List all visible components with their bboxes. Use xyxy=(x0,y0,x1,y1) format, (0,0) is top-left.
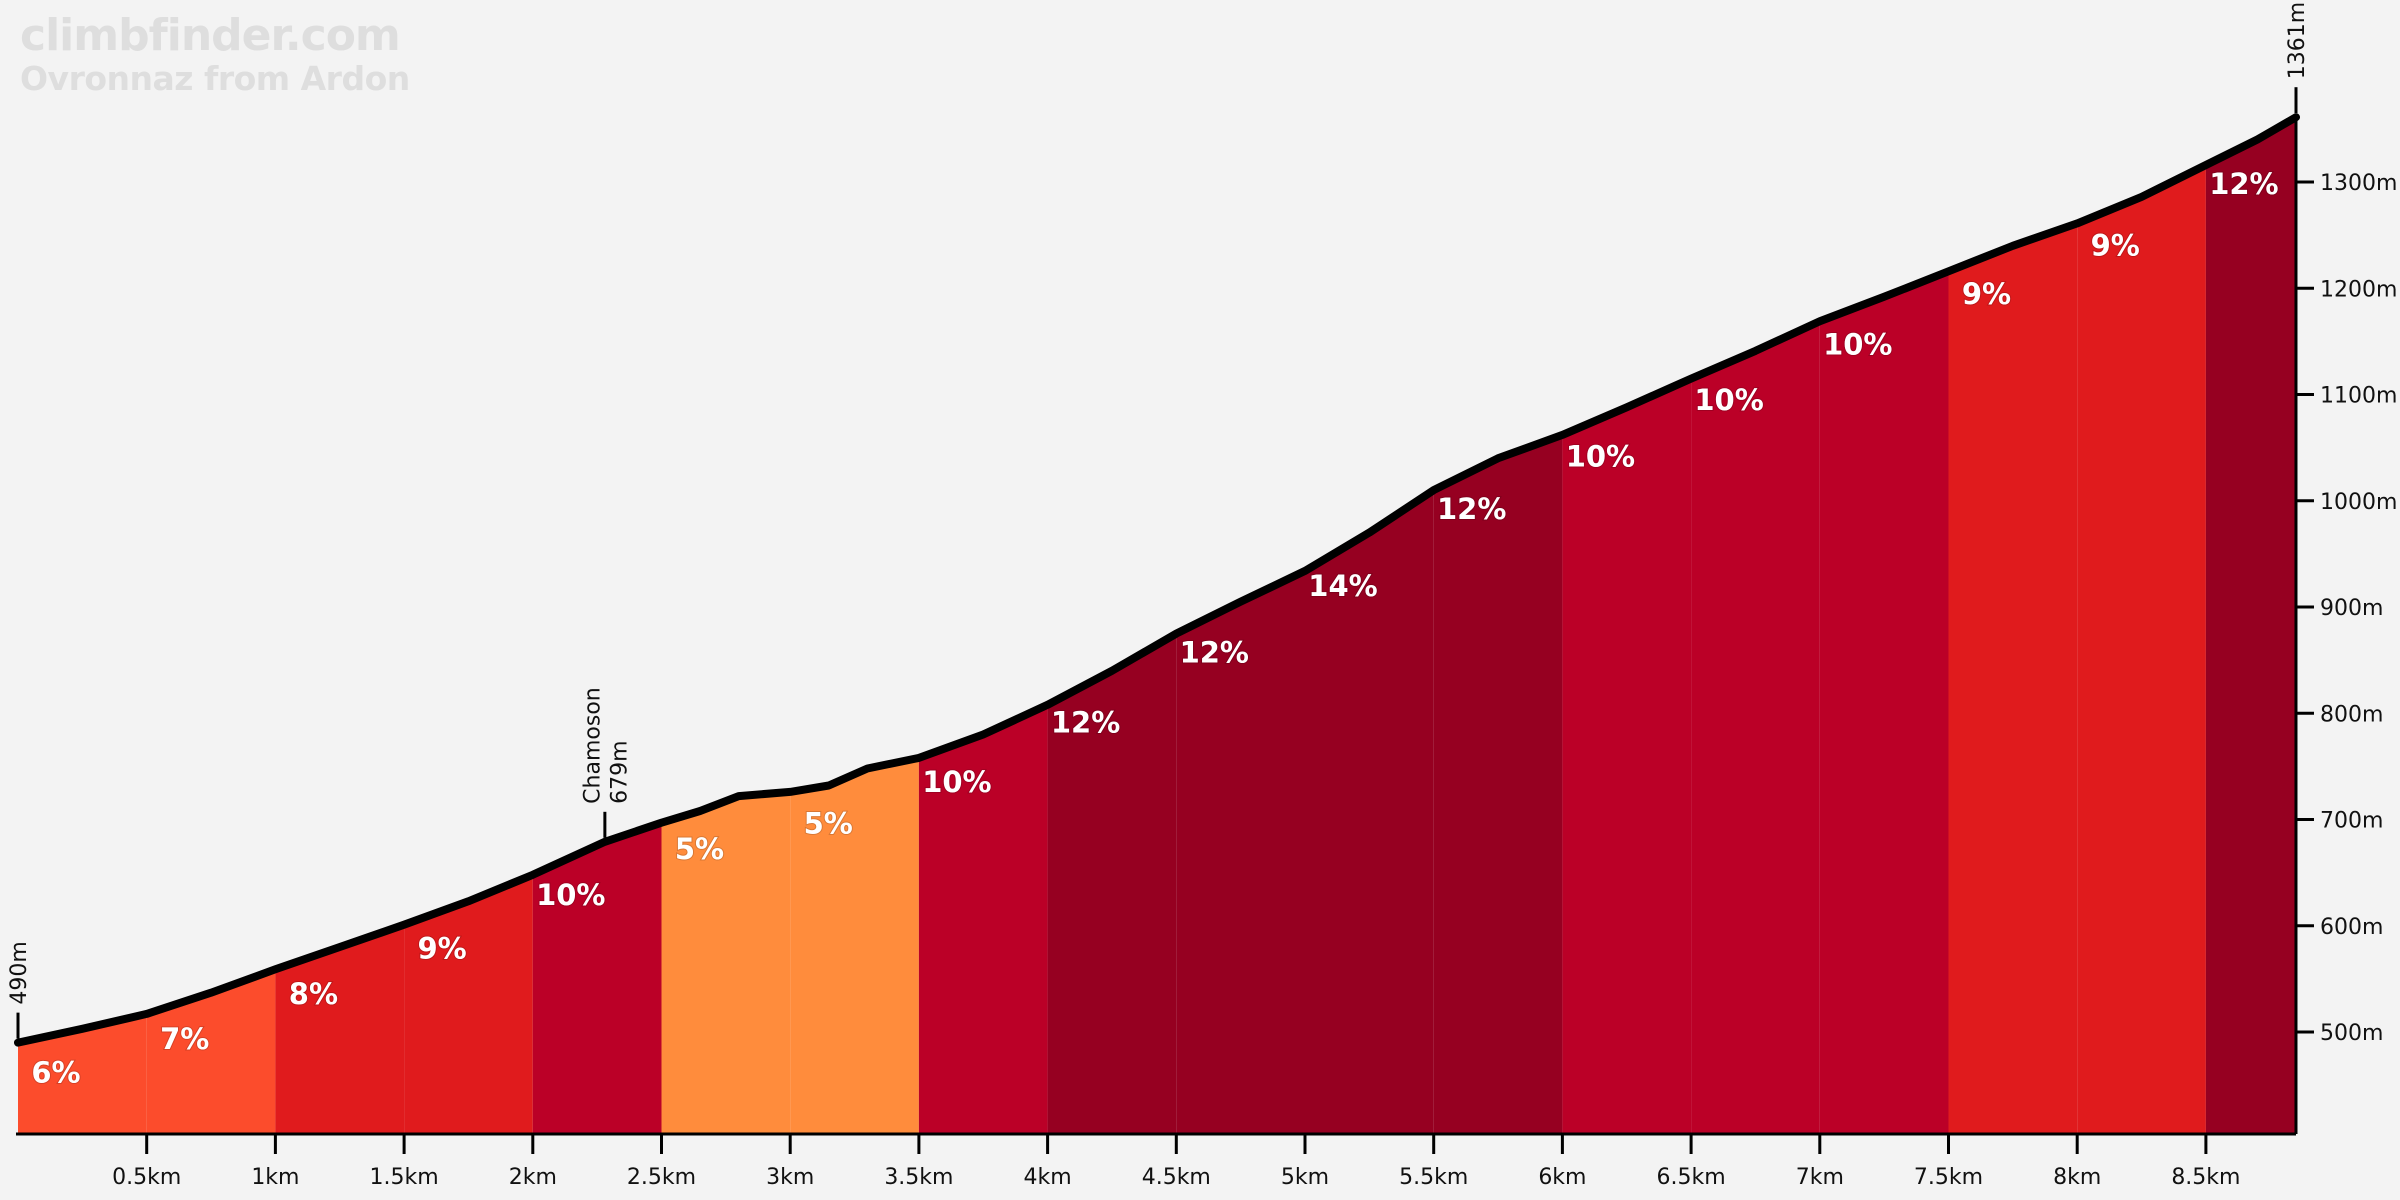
grade-label: 10% xyxy=(1694,383,1763,417)
grade-label: 12% xyxy=(1180,635,1249,669)
y-tick-label: 800m xyxy=(2320,702,2383,727)
grade-label: 14% xyxy=(1308,569,1377,603)
y-tick-label: 1200m xyxy=(2320,277,2397,302)
elevation-marker-label: 490m xyxy=(7,941,32,1004)
grade-label: 10% xyxy=(536,878,605,912)
grade-segment xyxy=(1819,271,1949,1134)
x-tick-label: 0.5km xyxy=(112,1165,181,1190)
x-tick-label: 3.5km xyxy=(884,1165,953,1190)
y-tick-label: 900m xyxy=(2320,596,2383,621)
grade-segment xyxy=(1305,490,1434,1135)
brand-name: climbfinder.com xyxy=(20,10,401,61)
grade-segment xyxy=(2077,165,2206,1134)
grade-segment xyxy=(1047,633,1177,1134)
grade-segment xyxy=(1691,321,1820,1134)
grade-label: 9% xyxy=(1962,277,2011,311)
elevation-line xyxy=(14,113,2300,1047)
x-tick-label: 6.5km xyxy=(1657,1165,1726,1190)
grade-label: 7% xyxy=(160,1022,209,1056)
grade-label: 5% xyxy=(675,832,724,866)
grade-label: 12% xyxy=(1437,492,1506,526)
grade-segment xyxy=(18,1013,147,1134)
y-tick-label: 1000m xyxy=(2320,490,2397,515)
brand-watermark: climbfinder.com Ovronnaz from Ardon xyxy=(20,10,410,98)
x-tick-label: 5.5km xyxy=(1399,1165,1468,1190)
grade-segment xyxy=(1948,223,2078,1134)
elevation-marker-label: 1361m xyxy=(2285,2,2310,79)
x-tick-label: 4.5km xyxy=(1142,1165,1211,1190)
x-tick-label: 7.5km xyxy=(1914,1165,1983,1190)
x-tick-label: 2km xyxy=(509,1165,557,1190)
y-tick-label: 600m xyxy=(2320,915,2383,940)
y-tick-label: 700m xyxy=(2320,809,2383,834)
grade-segment xyxy=(2205,117,2296,1134)
x-tick-label: 7km xyxy=(1796,1165,1844,1190)
grade-segment xyxy=(532,822,662,1134)
grade-label: 9% xyxy=(417,932,466,966)
grade-label: 10% xyxy=(922,765,991,799)
grade-label: 8% xyxy=(289,977,338,1011)
elevation-marker-label: 679m xyxy=(607,740,632,803)
y-tick-label: 500m xyxy=(2320,1021,2383,1046)
x-tick-label: 3km xyxy=(766,1165,814,1190)
grade-segment xyxy=(1562,378,1692,1135)
elevation-marker-label: Chamoson xyxy=(580,687,605,804)
grade-segment xyxy=(661,791,791,1134)
x-tick-label: 4km xyxy=(1024,1165,1072,1190)
grade-segment xyxy=(790,757,919,1134)
climb-title: Ovronnaz from Ardon xyxy=(20,59,410,98)
grade-label: 12% xyxy=(2209,167,2278,201)
x-tick-label: 1km xyxy=(251,1165,299,1190)
x-tick-label: 8.5km xyxy=(2171,1165,2240,1190)
x-tick-label: 8km xyxy=(2053,1165,2101,1190)
x-tick-label: 2.5km xyxy=(627,1165,696,1190)
grade-segment xyxy=(918,704,1048,1134)
grade-label: 10% xyxy=(1823,328,1892,362)
y-tick-label: 1300m xyxy=(2320,171,2397,196)
x-tick-label: 1.5km xyxy=(370,1165,439,1190)
x-tick-label: 6km xyxy=(1538,1165,1586,1190)
grade-segment xyxy=(146,969,276,1134)
x-tick-label: 5km xyxy=(1281,1165,1329,1190)
grade-segment xyxy=(1433,434,1563,1134)
grade-segment xyxy=(275,924,405,1134)
grade-label: 10% xyxy=(1566,439,1635,473)
grade-segment xyxy=(1176,570,1305,1134)
grade-label: 5% xyxy=(804,807,853,841)
grade-label: 6% xyxy=(31,1055,80,1089)
grade-segment xyxy=(404,874,533,1134)
grade-label: 9% xyxy=(2091,229,2140,263)
y-tick-label: 1100m xyxy=(2320,384,2397,409)
grade-label: 12% xyxy=(1051,705,1120,739)
